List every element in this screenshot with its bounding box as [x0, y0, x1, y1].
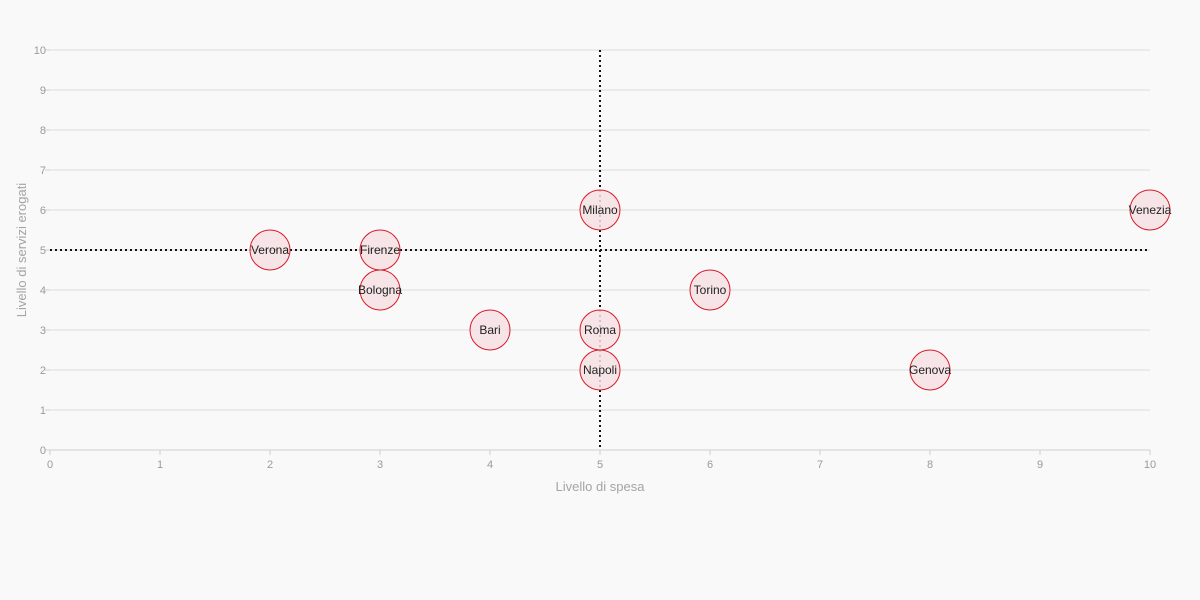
axes: 0 1 2 3 4 5 6 7 8 9 10 0 1 2 3 4 5 6 7 8 9 10: [34, 45, 1156, 471]
x-tick-label: 1: [157, 459, 163, 471]
data-points: Verona Firenze Bologna Bari Milano Roma Napoli…: [249, 189, 1172, 391]
y-tick-label: 9: [40, 85, 46, 97]
y-tick-label: 7: [40, 165, 46, 177]
y-tick-label: 1: [40, 405, 46, 417]
point-marker: [909, 349, 951, 391]
point-marker: [579, 189, 621, 231]
x-tick-label: 9: [1037, 459, 1043, 471]
x-tick-label: 3: [377, 459, 383, 471]
x-tick-label: 8: [927, 459, 933, 471]
point-marker: [689, 269, 731, 311]
y-tick-label: 0: [40, 445, 46, 457]
y-tick-label: 4: [40, 285, 46, 297]
x-tick-label: 7: [817, 459, 823, 471]
point-label: Genova: [909, 363, 951, 377]
data-point: Venezia: [1129, 189, 1172, 231]
x-tick-label: 5: [597, 459, 603, 471]
x-tick-label: 6: [707, 459, 713, 471]
y-axis-title: Livello di servizi erogati: [14, 183, 29, 318]
point-label: Venezia: [1129, 203, 1172, 217]
data-point: Bari: [469, 309, 511, 351]
point-label: Firenze: [360, 243, 400, 257]
y-tick-label: 5: [40, 245, 46, 257]
point-marker: [249, 229, 291, 271]
x-tick-label: 10: [1144, 459, 1156, 471]
point-marker: [579, 349, 621, 391]
data-point: Genova: [909, 349, 951, 391]
y-tick-label: 3: [40, 325, 46, 337]
x-tick-label: 2: [267, 459, 273, 471]
data-point: Milano: [579, 189, 621, 231]
data-point: Verona: [249, 229, 291, 271]
data-point: Napoli: [579, 349, 621, 391]
point-label: Bari: [479, 323, 500, 337]
point-label: Verona: [251, 243, 289, 257]
y-tick-label: 10: [34, 45, 46, 57]
x-axis-title: Livello di spesa: [556, 479, 646, 494]
point-label: Napoli: [583, 363, 617, 377]
data-point: Torino: [689, 269, 731, 311]
y-tick-label: 8: [40, 125, 46, 137]
x-tick-label: 0: [47, 459, 53, 471]
point-label: Roma: [584, 323, 616, 337]
point-label: Torino: [694, 283, 727, 297]
y-tick-label: 6: [40, 205, 46, 217]
reference-lines: [50, 50, 1150, 450]
point-label: Bologna: [358, 283, 402, 297]
data-point: Bologna: [358, 269, 402, 311]
point-marker: [359, 269, 401, 311]
point-marker: [1129, 189, 1171, 231]
point-marker: [469, 309, 511, 351]
y-tick-label: 2: [40, 365, 46, 377]
x-tick-label: 4: [487, 459, 493, 471]
data-point: Roma: [579, 309, 621, 351]
point-label: Milano: [582, 203, 618, 217]
data-point: Firenze: [359, 229, 401, 271]
